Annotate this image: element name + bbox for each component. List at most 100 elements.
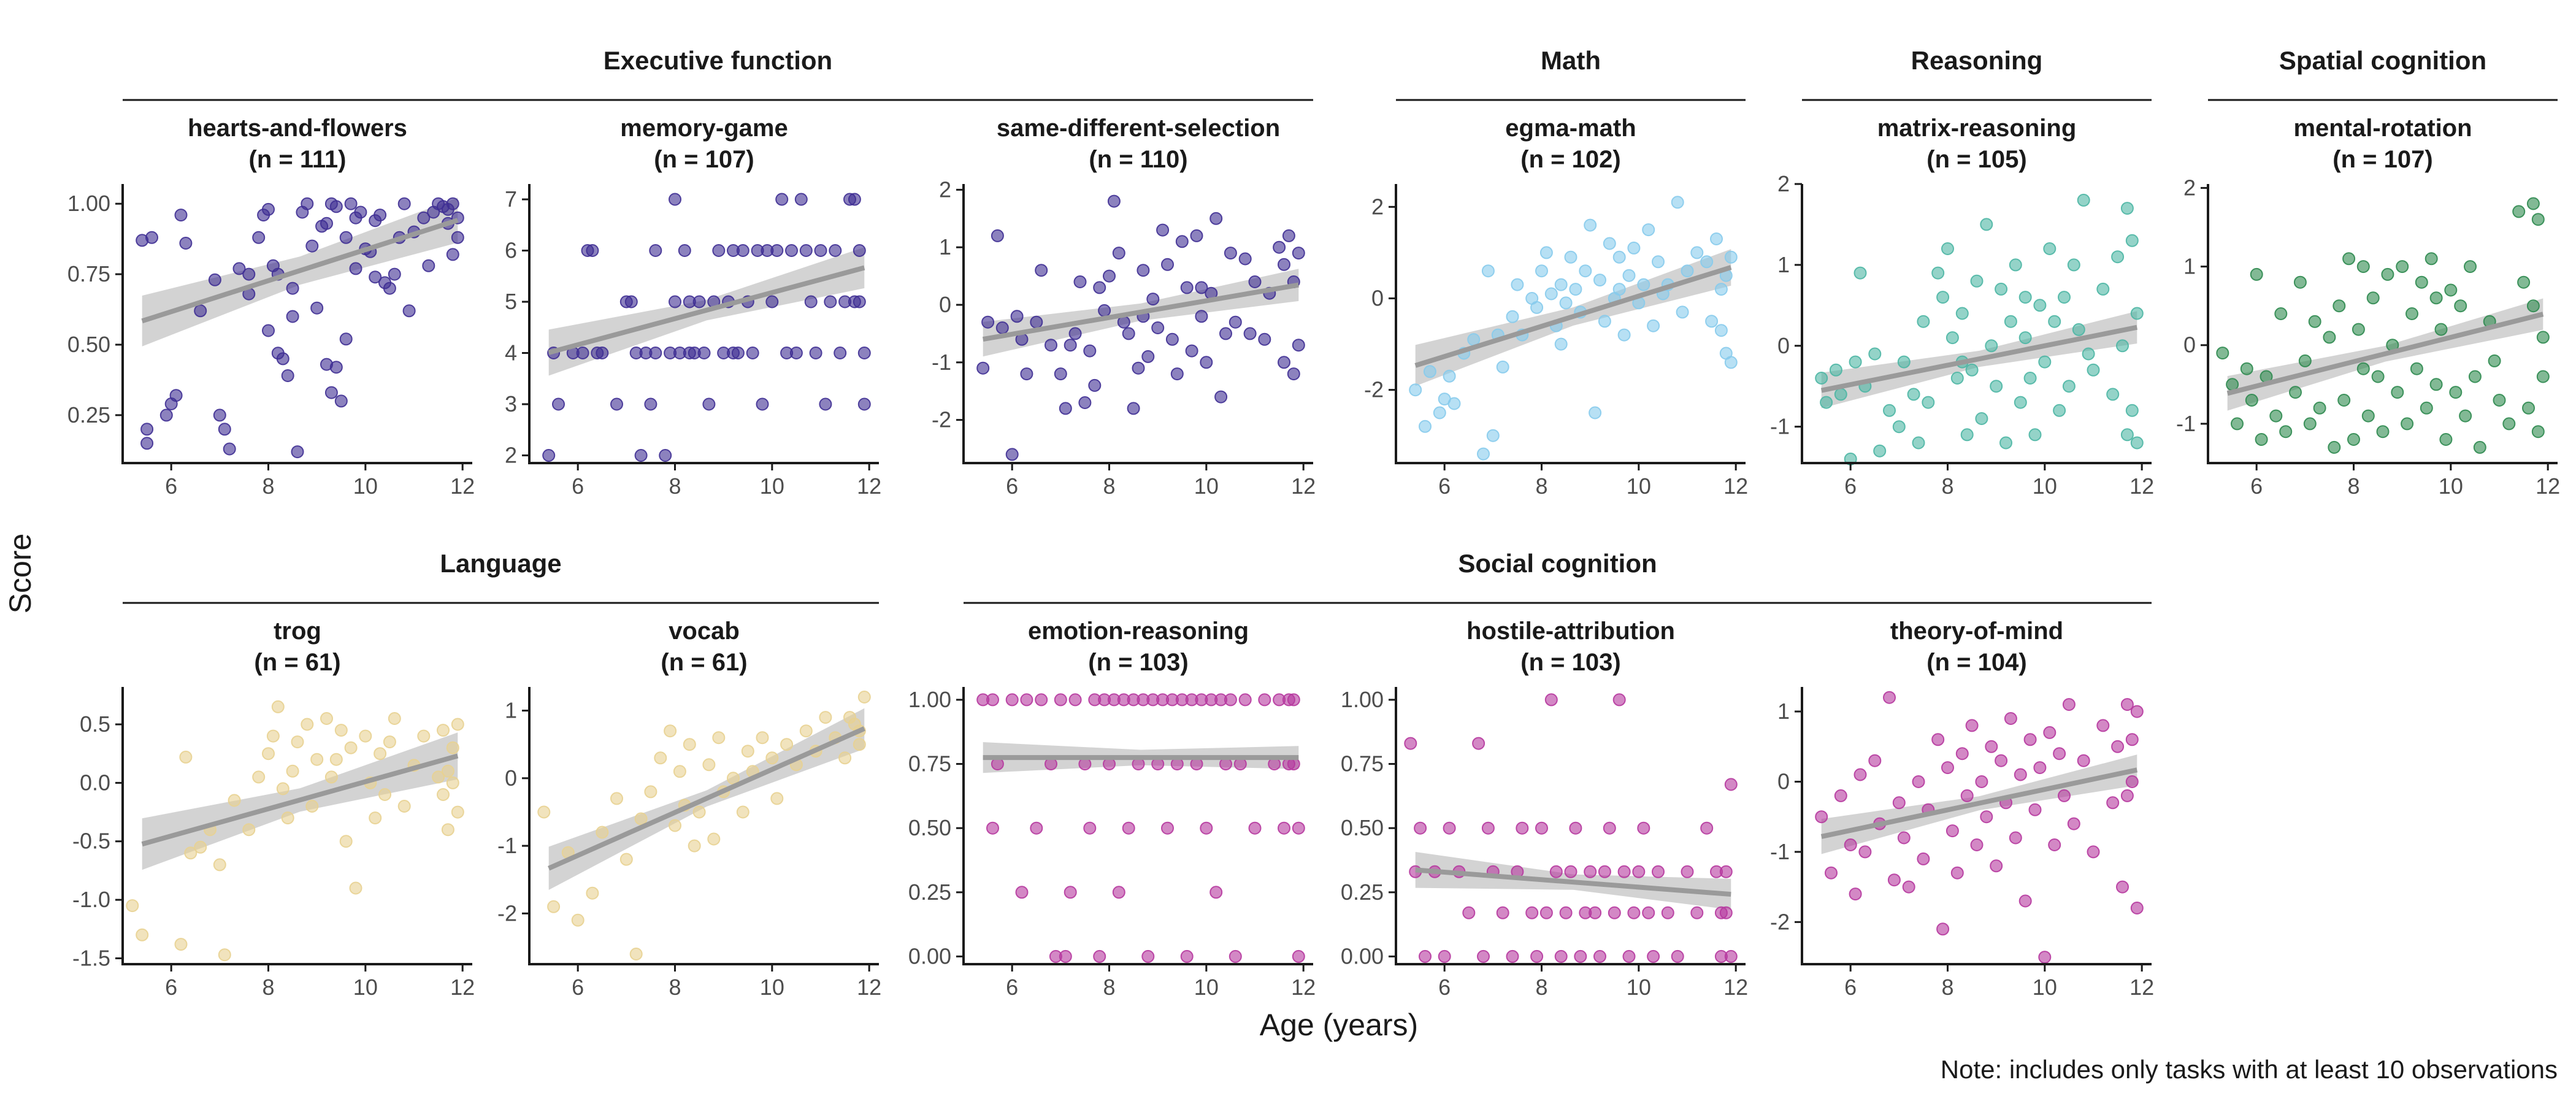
y-tick-label: 0 <box>1777 769 1790 794</box>
data-point <box>2018 291 2032 304</box>
data-point <box>1598 315 1611 328</box>
data-point <box>1175 235 1189 248</box>
data-point <box>659 449 672 462</box>
data-point <box>1917 315 1930 328</box>
data-point <box>1516 821 1529 835</box>
data-point <box>799 724 813 738</box>
data-point <box>1214 390 1228 404</box>
data-point <box>1593 274 1606 287</box>
data-point <box>1010 310 1024 323</box>
data-point <box>1883 691 1896 704</box>
panel-sample-size: (n = 110) <box>1089 146 1187 173</box>
data-point <box>1258 332 1271 346</box>
data-point <box>2023 372 2037 385</box>
data-point <box>2014 768 2027 781</box>
panel-emotion-reasoning: emotion-reasoning (n = 103) 6 8 10 12 0.00 0.25… <box>908 618 1316 1000</box>
data-point <box>634 449 648 462</box>
data-point <box>1506 310 1519 323</box>
y-tick-label: -2 <box>497 900 517 926</box>
data-point <box>824 295 837 309</box>
data-point <box>2028 428 2042 442</box>
y-tick-label: 1.00 <box>908 687 951 712</box>
y-tick-label: 0.0 <box>80 770 110 795</box>
y-tick-label: 1 <box>1777 699 1790 724</box>
data-point <box>1559 296 1573 310</box>
data-point <box>1883 404 1896 417</box>
data-point <box>140 423 154 436</box>
data-point <box>1603 821 1616 835</box>
y-tick-label: 0.5 <box>80 711 110 737</box>
data-point <box>339 332 353 346</box>
data-point <box>2120 789 2134 802</box>
data-point <box>446 197 459 210</box>
data-point <box>1955 307 1969 320</box>
data-point <box>1622 269 1636 282</box>
y-tick-label: 1 <box>2183 254 2196 279</box>
data-point <box>2381 267 2394 281</box>
y-axis-title: Score <box>3 534 37 614</box>
data-point <box>2333 299 2346 313</box>
data-point <box>1554 337 1568 351</box>
data-point <box>2125 404 2139 417</box>
data-point <box>1539 906 1553 919</box>
data-point <box>2522 401 2535 415</box>
data-point <box>1054 367 1067 381</box>
data-point <box>339 231 353 244</box>
data-point <box>707 832 721 846</box>
data-point <box>819 711 832 724</box>
data-point <box>2111 740 2125 753</box>
data-point <box>1462 906 1476 919</box>
data-point <box>2106 796 2120 810</box>
data-point <box>1151 321 1165 334</box>
data-point <box>310 301 324 315</box>
axis-frame <box>121 184 472 464</box>
data-point <box>2361 409 2375 423</box>
data-point <box>2125 234 2139 247</box>
panel-title: egma-math <box>1505 115 1636 142</box>
data-point <box>2454 299 2467 313</box>
x-tick-label: 10 <box>2033 975 2057 1000</box>
data-point <box>1112 247 1125 260</box>
data-point <box>673 765 686 778</box>
data-point <box>1035 693 1048 707</box>
data-point <box>2116 880 2129 894</box>
data-point <box>2391 386 2404 399</box>
y-tick-label: 0.75 <box>908 751 951 776</box>
data-point <box>596 347 609 359</box>
y-tick-label: 0.00 <box>1341 943 1384 968</box>
data-point <box>1064 886 1077 899</box>
data-point <box>213 408 226 422</box>
data-point <box>2337 394 2351 407</box>
data-point <box>2062 380 2076 393</box>
data-point <box>619 853 633 866</box>
y-tick-label: -2 <box>1770 909 1790 934</box>
data-point <box>1419 420 1432 433</box>
y-tick-label: 0.50 <box>67 332 110 357</box>
data-point <box>1185 344 1198 358</box>
panel-title: memory-game <box>620 115 788 142</box>
data-point <box>1593 949 1606 963</box>
data-point <box>1724 250 1738 264</box>
x-tick-label: 10 <box>1627 473 1651 499</box>
data-point <box>1282 693 1295 707</box>
data-point <box>397 197 411 210</box>
panels: hearts-and-flowers(n = 111)6 8 10 120.250.5… <box>67 115 2560 1000</box>
y-tick-label: 2 <box>2183 175 2196 200</box>
data-point <box>1554 949 1568 963</box>
regression-line <box>141 218 459 324</box>
data-point <box>765 295 779 309</box>
data-point <box>2038 355 2052 369</box>
data-point <box>388 267 401 281</box>
x-tick-label: 10 <box>760 473 784 499</box>
data-point <box>1608 906 1621 919</box>
data-point <box>1083 821 1097 835</box>
data-point <box>223 442 236 456</box>
points <box>976 693 1305 963</box>
data-point <box>669 819 681 832</box>
x-tick-label: 8 <box>1103 473 1115 499</box>
data-point <box>2396 260 2409 274</box>
data-point <box>2023 733 2037 746</box>
data-point <box>1423 365 1436 378</box>
data-point <box>271 700 285 713</box>
